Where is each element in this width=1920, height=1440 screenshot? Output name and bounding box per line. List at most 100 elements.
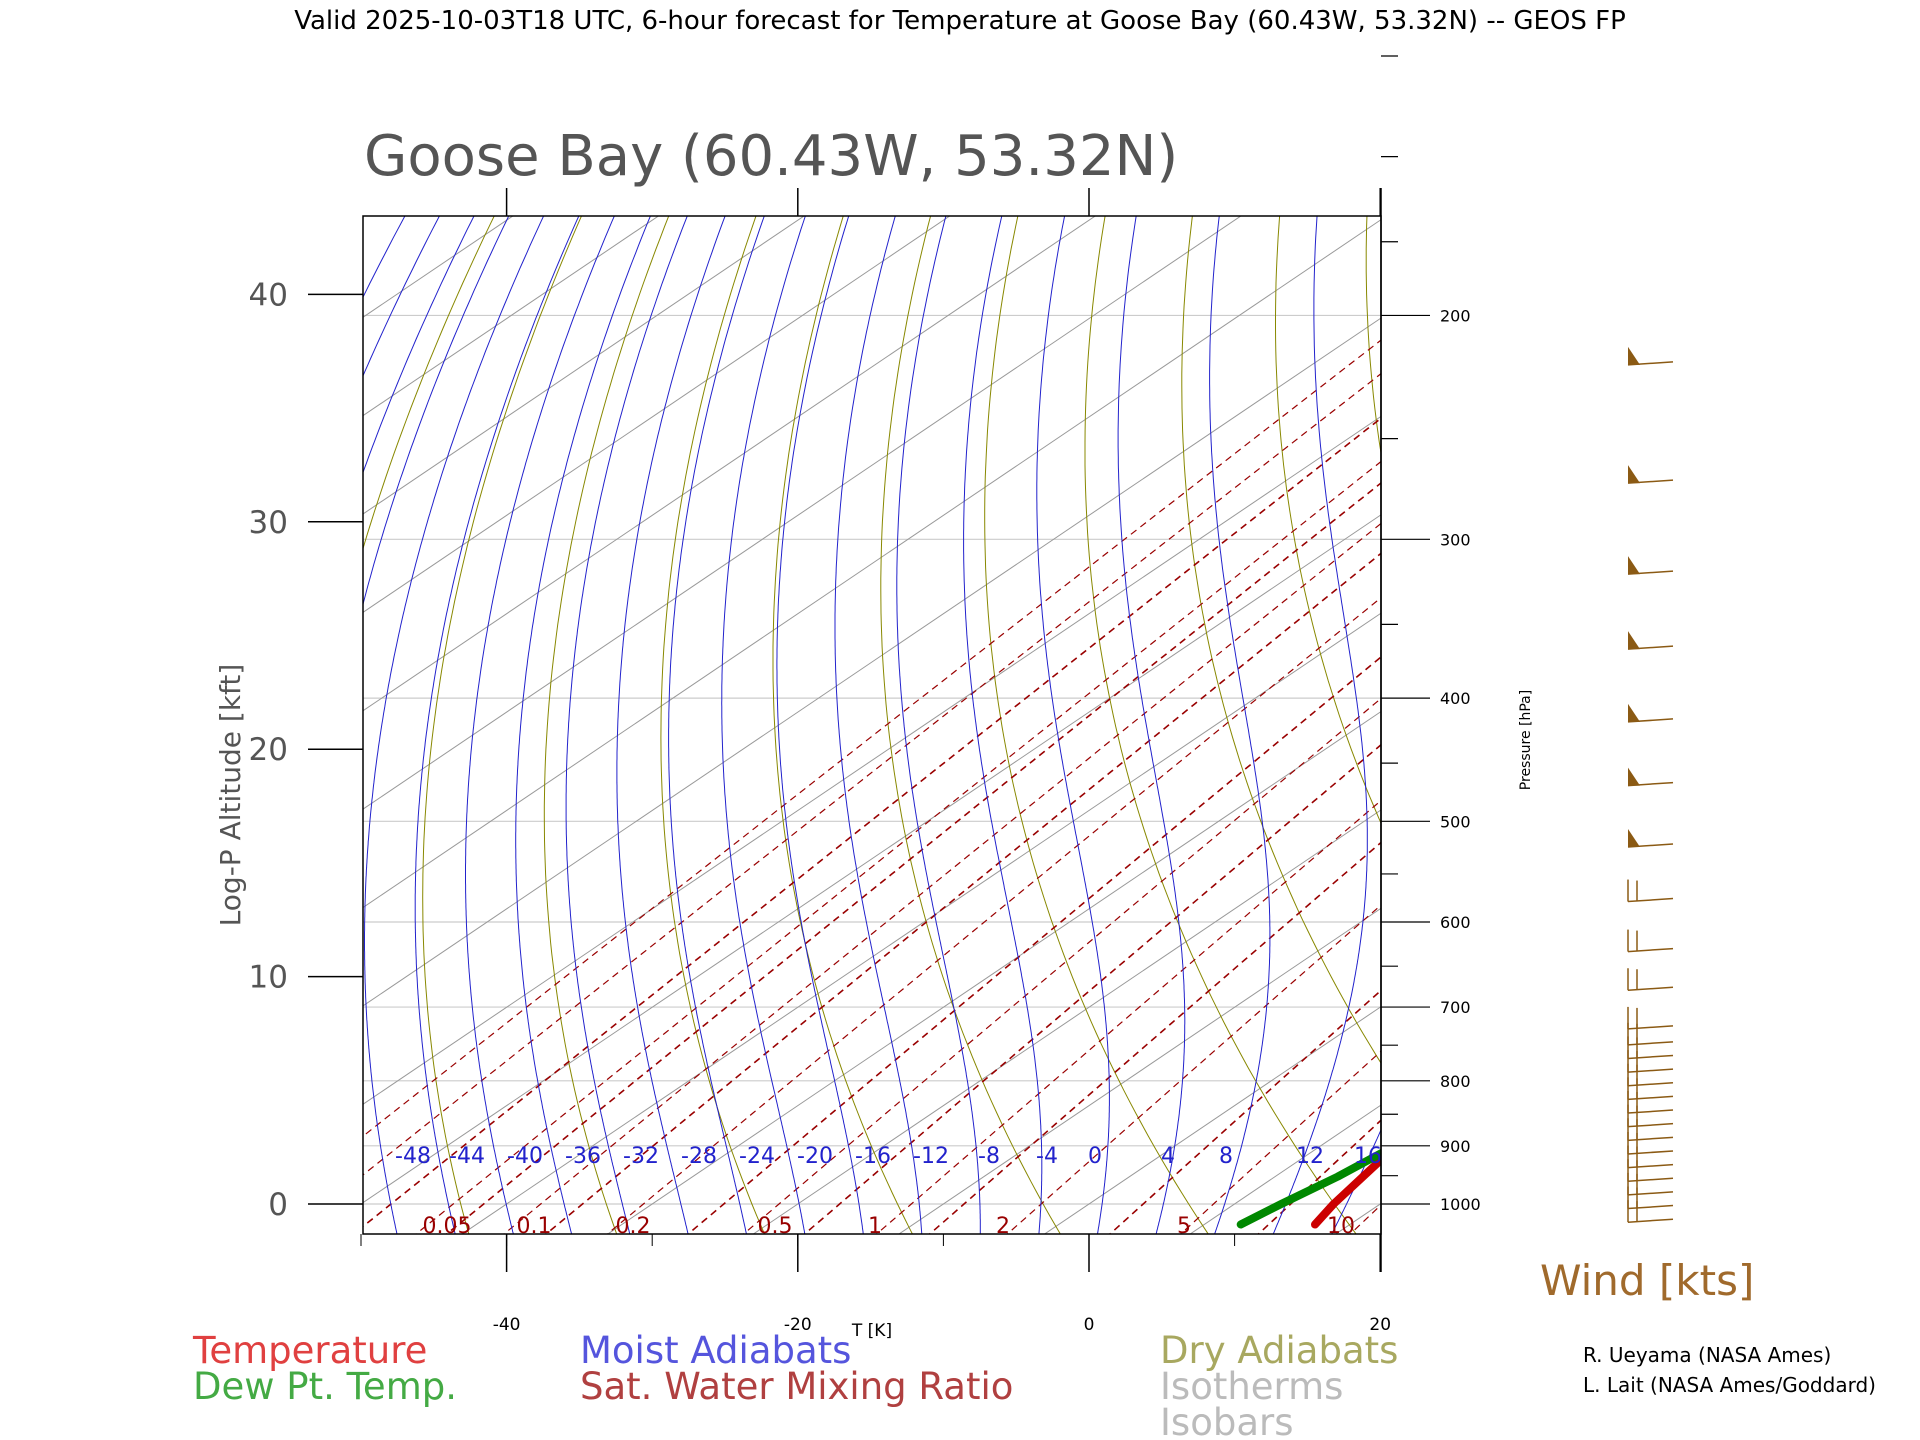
wind-barb-shaft [1627,1095,1674,1101]
isotherm-line [1334,1202,1381,1234]
y-tick-label: 40 [249,277,288,313]
wind-barbs [1627,346,1674,1223]
isotherm-line [461,612,1381,1234]
y-tick-label: 30 [249,505,288,541]
pressure-tick-label: 700 [1440,998,1471,1017]
wind-barb-shaft [1627,1082,1674,1087]
dry-adiabat-line [772,216,913,1234]
isotherm-line [363,216,951,613]
legend-temperature: Temperature [192,1329,427,1372]
moist-adiabat-line [515,216,651,1234]
moist-adiabat-line [776,216,864,1234]
moist-adiabat-line [1036,216,1110,1234]
legend-isobars: Isobars [1160,1401,1293,1440]
mixing-ratio-line [1257,1119,1381,1234]
moist-adiabat-line [834,216,923,1234]
legend-dry-adiabats: Dry Adiabats [1160,1329,1398,1372]
moist-adiabat-label: 4 [1161,1144,1175,1169]
mixing-ratio-label: 0.05 [423,1214,472,1239]
pressure-tick-label: 800 [1440,1072,1471,1091]
moist-adiabat-line [1272,216,1368,1234]
moist-adiabat-label: -4 [1036,1144,1058,1169]
wind-barb-pennant [1628,828,1640,847]
moist-adiabat-line [364,216,545,1234]
wind-barb-shaft [1627,1218,1674,1223]
moist-adiabat-label: -24 [739,1144,775,1169]
moist-adiabat-line [414,216,580,1234]
isotherm-line [1475,203,1920,1238]
legend: Temperature Dew Pt. Temp. Moist Adiabats… [192,1329,1398,1440]
isotherm-line [898,907,1381,1234]
mixing-ratio-line [928,841,1381,1234]
mixing-ratio-line [544,552,1381,1234]
moist-adiabat-line [1117,216,1186,1234]
moist-adiabat-line [668,216,765,1234]
mixing-ratio-label: 5 [1177,1214,1191,1239]
moist-adiabat-label: -8 [978,1144,1000,1169]
mixing-ratio-label: 0.2 [616,1214,651,1239]
x-tick-label: 20 [1369,1315,1391,1335]
wind-barb-shaft [1627,1136,1674,1142]
wind-barb-pennant [1628,703,1640,722]
x-tick-label: -40 [493,1315,521,1335]
wind-barb-shaft [1627,1068,1674,1073]
moist-adiabat-label: -28 [681,1144,717,1169]
isotherm-line [606,710,1381,1234]
pressure-tick-label: 400 [1440,689,1471,708]
wind-barb-shaft [1627,1041,1674,1046]
isotherm-line [363,415,1381,1105]
pressure-tick-label: 600 [1440,913,1471,932]
wind-barb-pennant [1628,631,1640,650]
wind-label: Wind [kts] [1540,1256,1754,1305]
moist-adiabat-line [1388,197,1612,1239]
y-tick-label: 10 [249,960,288,996]
moist-adiabat-label: -20 [797,1144,833,1169]
wind-barb-shaft [1627,1204,1674,1210]
isotherm-line [1043,1006,1381,1234]
mixing-ratio-line [1179,1050,1381,1234]
moist-adiabat-line [1446,197,1767,1239]
isotherm-line [363,216,805,515]
moist-adiabat-line [896,216,981,1234]
moist-adiabat-line [465,216,615,1234]
legend-isotherms: Isotherms [1160,1365,1343,1408]
mixing-ratio-label: 0.5 [758,1214,793,1239]
mixing-ratio-label: 10 [1327,1214,1355,1239]
moist-adiabat-label: -44 [449,1144,485,1169]
dry-adiabat-line [422,216,583,1234]
background-lines [363,197,1920,1239]
wind-barb-pennant [1628,767,1640,786]
mixing-ratio-line [415,460,1381,1234]
header-title: Valid 2025-10-03T18 UTC, 6-hour forecast… [294,6,1626,36]
moist-adiabat-line [1504,197,1920,1239]
moist-adiabat-line [363,216,406,299]
moist-adiabat-label: -40 [507,1144,543,1169]
dry-adiabat-line [1888,203,1920,1238]
isotherm-line [752,809,1381,1234]
wind-barb-shaft [1627,1025,1674,1030]
mixing-ratio-line [363,372,1381,1176]
pressure-tick-label: 500 [1440,812,1471,831]
x-axis-label: T [K] [851,1321,892,1341]
wind-barb-pennant [1628,465,1640,484]
mixing-ratio-label: 2 [996,1214,1010,1239]
moist-adiabat-label: -48 [395,1144,431,1169]
isotherm-line [363,216,660,417]
isotherm-line [363,317,1381,1007]
mixing-ratio-line [363,417,1381,1228]
moist-adiabat-line [1563,197,1920,1239]
mixing-ratio-line [742,697,1381,1234]
pressure-tick-label: 200 [1440,306,1471,325]
moist-adiabat-label: -12 [913,1144,949,1169]
moist-adiabat-label: -32 [623,1144,659,1169]
mixing-ratio-line [686,655,1381,1234]
wind-barb-shaft [1627,897,1674,903]
dry-adiabat-line [1181,216,1381,1065]
wind-barb-shaft [1627,1177,1674,1183]
pressure-axis-label: Pressure [hPa] [1518,690,1534,790]
moist-adiabat-label: 12 [1296,1144,1324,1169]
mixing-ratio-line [503,522,1381,1234]
isotherm-line [363,216,1097,712]
dry-adiabat-line [984,216,1209,1234]
